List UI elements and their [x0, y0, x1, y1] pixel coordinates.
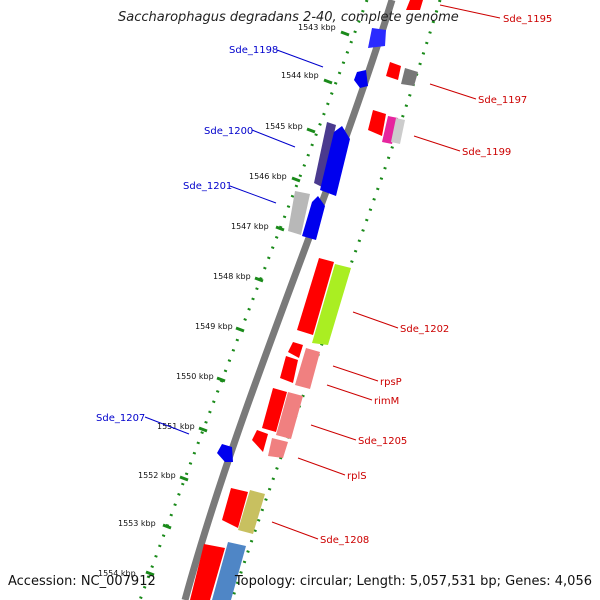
kbp-label: 1553 kbp	[118, 519, 156, 528]
gene-label-sde-1200[interactable]: Sde_1200	[204, 126, 253, 137]
gene-label-group: Sde_1198 Sde_1200 Sde_1201 Sde_1207 Sde_…	[96, 14, 552, 546]
kbp-label: 1544 kbp	[281, 71, 319, 80]
plus-strand-features	[190, 0, 423, 600]
gene-label-sde-1207[interactable]: Sde_1207	[96, 413, 145, 424]
kbp-label: 1547 kbp	[231, 222, 269, 231]
gene-label-sde-1205[interactable]: Sde_1205	[358, 436, 407, 447]
kbp-label: 1552 kbp	[138, 471, 176, 480]
gene-label-sde-1201[interactable]: Sde_1201	[183, 181, 232, 192]
gene-feature	[391, 118, 405, 144]
gene-feature	[368, 110, 386, 136]
gene-label-rpsp[interactable]: rpsP	[380, 377, 402, 388]
kbp-label: 1543 kbp	[298, 23, 336, 32]
gene-label-sde-1197[interactable]: Sde_1197	[478, 95, 527, 106]
gene-feature	[406, 0, 423, 10]
gene-feature	[268, 438, 288, 458]
kbp-label: 1550 kbp	[176, 372, 214, 381]
gene-feature	[212, 542, 246, 600]
gene-feature	[280, 356, 298, 383]
gene-feature	[320, 126, 350, 196]
gene-feature	[297, 258, 334, 335]
kbp-label: 1548 kbp	[213, 272, 251, 281]
genome-backbone	[181, 0, 396, 600]
genome-info-label: Topology: circular; Length: 5,057,531 bp…	[234, 574, 592, 589]
gene-label-sde-1208[interactable]: Sde_1208	[320, 535, 369, 546]
gene-label-sde-1199[interactable]: Sde_1199	[462, 147, 511, 158]
map-title: Saccharophagus degradans 2-40, complete …	[118, 10, 459, 25]
kbp-label-group: 1543 kbp 1544 kbp 1545 kbp 1546 kbp 1547…	[98, 23, 336, 578]
gene-feature	[386, 62, 401, 80]
gene-label-rimm[interactable]: rimM	[374, 396, 399, 407]
gene-feature	[288, 342, 303, 358]
kbp-label: 1545 kbp	[265, 122, 303, 131]
gene-feature	[401, 68, 418, 86]
kbp-label: 1554 kbp	[98, 569, 136, 578]
minus-strand-features	[217, 28, 386, 462]
gene-feature	[314, 122, 336, 187]
gene-label-sde-1202[interactable]: Sde_1202	[400, 324, 449, 335]
gene-feature	[190, 544, 225, 600]
gene-feature	[295, 348, 320, 389]
gene-feature	[382, 116, 398, 144]
gene-feature	[302, 196, 325, 240]
kbp-label: 1549 kbp	[195, 322, 233, 331]
gene-label-rpls[interactable]: rplS	[347, 471, 367, 482]
gene-label-sde-1195[interactable]: Sde_1195	[503, 14, 552, 25]
gene-feature	[238, 490, 265, 534]
kbp-ticks	[145, 30, 350, 577]
gene-feature	[276, 392, 303, 439]
gene-feature	[252, 430, 268, 452]
kbp-label: 1546 kbp	[249, 172, 287, 181]
gene-feature	[354, 70, 368, 88]
gene-feature	[312, 264, 351, 345]
gene-feature	[288, 191, 310, 235]
gene-feature	[262, 388, 287, 432]
gene-feature	[217, 444, 233, 462]
leader-lines	[144, 4, 501, 540]
gene-feature	[222, 488, 248, 528]
gene-label-sde-1198[interactable]: Sde_1198	[229, 45, 278, 56]
accession-label: Accession: NC_007912	[8, 574, 156, 589]
kbp-label: 1551 kbp	[157, 422, 195, 431]
gene-feature	[368, 28, 386, 48]
